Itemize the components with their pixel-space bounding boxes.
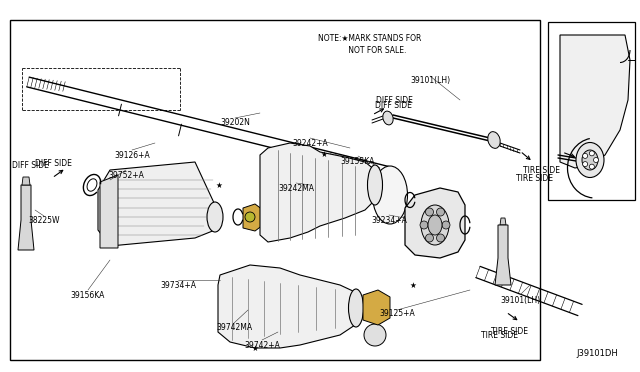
- Text: DIFF SIDE: DIFF SIDE: [12, 160, 49, 170]
- Text: ★: ★: [252, 343, 259, 353]
- Text: ★: ★: [321, 150, 328, 158]
- Circle shape: [582, 153, 588, 158]
- Text: 39234+A: 39234+A: [371, 215, 407, 224]
- Ellipse shape: [582, 150, 598, 170]
- Circle shape: [426, 208, 433, 216]
- Text: TIRE SIDE: TIRE SIDE: [481, 330, 518, 340]
- Polygon shape: [22, 177, 30, 185]
- Text: 39242MA: 39242MA: [278, 183, 314, 192]
- Polygon shape: [405, 188, 465, 258]
- Text: DIFF SIDE: DIFF SIDE: [376, 96, 412, 105]
- Polygon shape: [10, 20, 540, 360]
- Ellipse shape: [349, 289, 364, 327]
- Polygon shape: [495, 225, 511, 285]
- Circle shape: [436, 234, 445, 242]
- Text: 39202N: 39202N: [220, 118, 250, 126]
- Circle shape: [426, 234, 433, 242]
- Text: 39156KA: 39156KA: [71, 291, 105, 299]
- Ellipse shape: [364, 324, 386, 346]
- Ellipse shape: [207, 202, 223, 232]
- Text: TIRE SIDE: TIRE SIDE: [516, 173, 554, 183]
- Text: 38225W: 38225W: [28, 215, 60, 224]
- Text: 39742MA: 39742MA: [216, 324, 252, 333]
- Ellipse shape: [576, 142, 604, 177]
- Text: DIFF SIDE: DIFF SIDE: [35, 158, 72, 167]
- Polygon shape: [218, 265, 355, 348]
- Ellipse shape: [383, 111, 393, 125]
- Text: DIFF SIDE: DIFF SIDE: [374, 100, 412, 109]
- Ellipse shape: [421, 205, 449, 245]
- Polygon shape: [243, 204, 263, 231]
- Text: 39125+A: 39125+A: [379, 310, 415, 318]
- Ellipse shape: [488, 132, 500, 148]
- Polygon shape: [363, 290, 390, 325]
- Text: TIRE SIDE: TIRE SIDE: [492, 327, 529, 337]
- Polygon shape: [98, 162, 215, 246]
- Ellipse shape: [367, 165, 383, 205]
- Circle shape: [593, 157, 598, 163]
- Circle shape: [420, 221, 428, 229]
- Text: 39242+A: 39242+A: [292, 138, 328, 148]
- Text: ★: ★: [216, 180, 223, 189]
- Polygon shape: [260, 143, 375, 242]
- Text: ★: ★: [410, 280, 417, 289]
- Text: NOTE:★MARK STANDS FOR: NOTE:★MARK STANDS FOR: [318, 33, 422, 42]
- Text: 39742+A: 39742+A: [244, 340, 280, 350]
- Circle shape: [245, 212, 255, 222]
- Polygon shape: [18, 185, 34, 250]
- Ellipse shape: [372, 166, 408, 224]
- Ellipse shape: [428, 215, 442, 235]
- Circle shape: [589, 151, 595, 156]
- Text: J39101DH: J39101DH: [576, 349, 618, 358]
- Circle shape: [589, 164, 595, 169]
- Text: 39126+A: 39126+A: [114, 151, 150, 160]
- Circle shape: [442, 221, 450, 229]
- Circle shape: [582, 161, 588, 167]
- Text: 39752+A: 39752+A: [108, 170, 144, 180]
- Text: 39101(LH): 39101(LH): [500, 295, 540, 305]
- Polygon shape: [560, 35, 630, 168]
- Polygon shape: [548, 22, 635, 200]
- Polygon shape: [500, 218, 506, 225]
- Text: 39734+A: 39734+A: [160, 280, 196, 289]
- Circle shape: [436, 208, 445, 216]
- Polygon shape: [100, 175, 118, 248]
- Text: 39101(LH): 39101(LH): [410, 76, 450, 84]
- Text: NOT FOR SALE.: NOT FOR SALE.: [334, 45, 406, 55]
- Text: 39155KA: 39155KA: [341, 157, 375, 166]
- Text: TIRE SIDE: TIRE SIDE: [524, 166, 561, 174]
